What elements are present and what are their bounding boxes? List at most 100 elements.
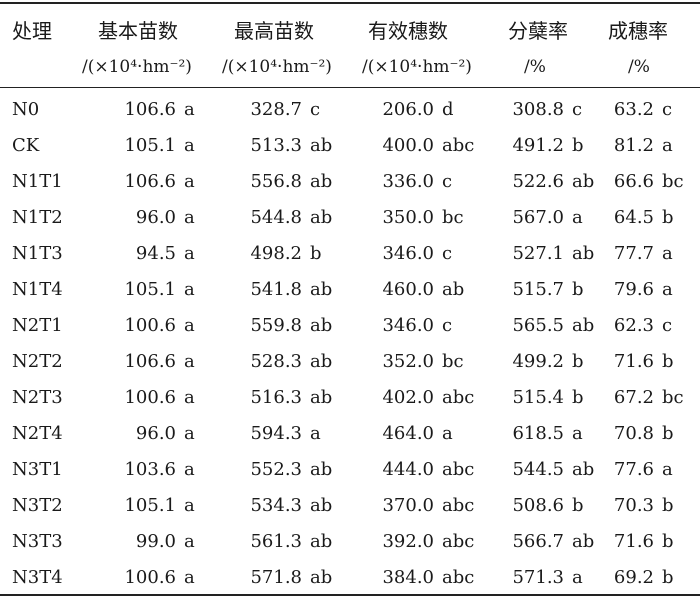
max-value: 513.3 bbox=[250, 135, 302, 156]
basic-cell: 106.6 a bbox=[100, 170, 194, 194]
eff-significance-letter: c bbox=[442, 243, 453, 264]
max-value: 498.2 bbox=[250, 243, 302, 264]
max-significance-letter: ab bbox=[310, 315, 333, 336]
unit-max-seedlings: /(×10⁴·hm⁻²) bbox=[222, 57, 332, 77]
basic-value: 96.0 bbox=[135, 423, 176, 444]
table-row: N3T1 103.6 a 552.3 ab 444.0 abc 544.5 ab 77.6 a bbox=[0, 452, 700, 488]
ear-significance-letter: b bbox=[662, 207, 674, 228]
table-row: N2T2 106.6 a 528.3 ab 352.0 bc 499.2 b 71.6 b bbox=[0, 344, 700, 380]
eff-value: 464.0 bbox=[382, 423, 434, 444]
eff-value: 336.0 bbox=[382, 171, 434, 192]
max-significance-letter: ab bbox=[310, 207, 333, 228]
ear-significance-letter: bc bbox=[662, 171, 684, 192]
treatment-cell: CK bbox=[12, 135, 40, 156]
basic-significance-letter: a bbox=[184, 243, 195, 264]
basic-significance-letter: a bbox=[184, 387, 195, 408]
ear-significance-letter: a bbox=[662, 459, 673, 480]
eff-significance-letter: ab bbox=[442, 279, 465, 300]
basic-value: 103.6 bbox=[124, 459, 176, 480]
till-significance-letter: ab bbox=[572, 243, 595, 264]
ear-cell: 62.3 c bbox=[608, 314, 672, 338]
eff-significance-letter: d bbox=[442, 99, 454, 120]
ear-significance-letter: b bbox=[662, 495, 674, 516]
till-value: 571.3 bbox=[512, 567, 564, 588]
eff-value: 460.0 bbox=[382, 279, 434, 300]
ear-cell: 71.6 b bbox=[608, 350, 674, 374]
eff-cell: 336.0 c bbox=[370, 170, 452, 194]
eff-cell: 346.0 c bbox=[370, 314, 452, 338]
basic-value: 106.6 bbox=[124, 351, 176, 372]
till-significance-letter: b bbox=[572, 279, 584, 300]
eff-significance-letter: bc bbox=[442, 207, 464, 228]
treatment-cell: N3T2 bbox=[12, 495, 63, 516]
header-rule bbox=[0, 87, 700, 88]
table-row: N1T1 106.6 a 556.8 ab 336.0 c 522.6 ab 66.6 bc bbox=[0, 164, 700, 200]
ear-cell: 69.2 b bbox=[608, 566, 674, 590]
header-ear-rate: 成穗率 bbox=[608, 19, 668, 43]
till-value: 567.0 bbox=[512, 207, 564, 228]
basic-significance-letter: a bbox=[184, 135, 195, 156]
till-cell: 566.7 ab bbox=[500, 530, 594, 554]
eff-cell: 400.0 abc bbox=[370, 134, 474, 158]
ear-cell: 77.6 a bbox=[608, 458, 673, 482]
eff-significance-letter: abc bbox=[442, 387, 475, 408]
ear-value: 81.2 bbox=[613, 135, 654, 156]
till-significance-letter: a bbox=[572, 567, 583, 588]
basic-value: 105.1 bbox=[124, 279, 176, 300]
max-value: 594.3 bbox=[250, 423, 302, 444]
eff-significance-letter: c bbox=[442, 171, 453, 192]
treatment-cell: N3T4 bbox=[12, 567, 63, 588]
table-row: N1T2 96.0 a 544.8 ab 350.0 bc 567.0 a 64.5 b bbox=[0, 200, 700, 236]
ear-value: 62.3 bbox=[613, 315, 654, 336]
max-cell: 594.3 a bbox=[238, 422, 320, 446]
max-significance-letter: ab bbox=[310, 351, 333, 372]
eff-cell: 346.0 c bbox=[370, 242, 452, 266]
header-tillering-rate: 分蘖率 bbox=[508, 19, 568, 43]
till-value: 491.2 bbox=[512, 135, 564, 156]
ear-value: 77.6 bbox=[613, 459, 654, 480]
eff-value: 444.0 bbox=[382, 459, 434, 480]
basic-value: 106.6 bbox=[124, 171, 176, 192]
unit-basic-seedlings: /(×10⁴·hm⁻²) bbox=[82, 57, 192, 77]
basic-significance-letter: a bbox=[184, 99, 195, 120]
basic-cell: 103.6 a bbox=[100, 458, 194, 482]
max-significance-letter: ab bbox=[310, 531, 333, 552]
basic-cell: 106.6 a bbox=[100, 350, 194, 374]
treatment-cell: N2T1 bbox=[12, 315, 63, 336]
eff-cell: 350.0 bc bbox=[370, 206, 464, 230]
ear-cell: 79.6 a bbox=[608, 278, 673, 302]
max-significance-letter: ab bbox=[310, 495, 333, 516]
till-value: 527.1 bbox=[512, 243, 564, 264]
till-cell: 308.8 c bbox=[500, 98, 582, 122]
ear-value: 70.8 bbox=[613, 423, 654, 444]
max-value: 544.8 bbox=[250, 207, 302, 228]
basic-value: 100.6 bbox=[124, 567, 176, 588]
till-value: 308.8 bbox=[512, 99, 564, 120]
bottom-rule bbox=[0, 594, 700, 596]
eff-significance-letter: abc bbox=[442, 567, 475, 588]
ear-significance-letter: a bbox=[662, 135, 673, 156]
eff-value: 346.0 bbox=[382, 315, 434, 336]
till-cell: 522.6 ab bbox=[500, 170, 594, 194]
table-row: N2T3 100.6 a 516.3 ab 402.0 abc 515.4 b 67.2 bc bbox=[0, 380, 700, 416]
eff-cell: 352.0 bc bbox=[370, 350, 463, 374]
ear-significance-letter: c bbox=[662, 315, 673, 336]
till-cell: 491.2 b bbox=[500, 134, 583, 158]
basic-significance-letter: a bbox=[184, 207, 195, 228]
ear-significance-letter: b bbox=[662, 351, 674, 372]
max-significance-letter: b bbox=[310, 243, 322, 264]
table-row: N2T1 100.6 a 559.8 ab 346.0 c 565.5 ab 62.3 c bbox=[0, 308, 700, 344]
table-row: N3T2 105.1 a 534.3 ab 370.0 abc 508.6 b 70.3 b bbox=[0, 488, 700, 524]
eff-value: 384.0 bbox=[382, 567, 434, 588]
basic-value: 99.0 bbox=[135, 531, 176, 552]
till-significance-letter: a bbox=[572, 207, 583, 228]
eff-significance-letter: abc bbox=[442, 459, 475, 480]
basic-significance-letter: a bbox=[184, 567, 195, 588]
ear-cell: 70.3 b bbox=[608, 494, 674, 518]
basic-cell: 105.1 a bbox=[100, 494, 194, 518]
till-value: 515.4 bbox=[512, 387, 564, 408]
till-cell: 544.5 ab bbox=[500, 458, 594, 482]
till-cell: 527.1 ab bbox=[500, 242, 594, 266]
ear-value: 70.3 bbox=[613, 495, 654, 516]
eff-cell: 464.0 a bbox=[370, 422, 452, 446]
